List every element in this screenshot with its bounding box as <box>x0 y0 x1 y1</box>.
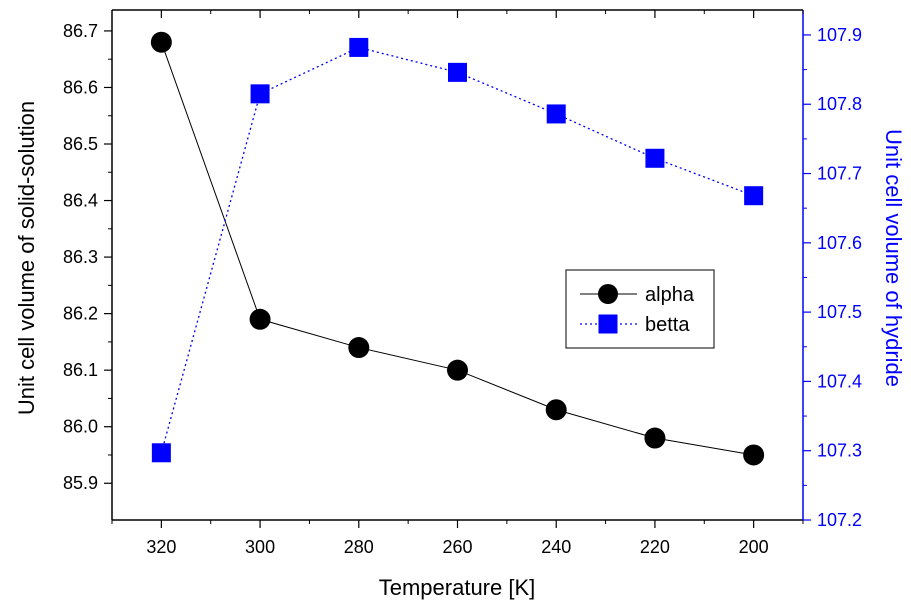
legend-marker-betta <box>598 314 618 334</box>
y-right-tick-label: 107.7 <box>817 164 862 184</box>
data-point-betta <box>744 186 764 206</box>
data-point-alpha <box>644 427 666 449</box>
data-point-alpha <box>545 399 567 421</box>
x-axis-title: Temperature [K] <box>379 575 536 600</box>
x-tick-label: 300 <box>245 537 275 557</box>
data-point-alpha <box>348 337 370 359</box>
y-left-tick-label: 86.6 <box>63 77 98 97</box>
axes: 320 300 280 260 240 220 200 85.9 86.0 86.1 86.2 86.… <box>63 9 862 557</box>
data-point-alpha <box>447 359 468 381</box>
y-right-tick-label: 107.5 <box>817 302 862 322</box>
data-point-alpha <box>150 31 172 53</box>
data-point-betta <box>448 62 467 82</box>
x-tick-label: 320 <box>146 537 176 557</box>
legend: alpha betta <box>565 269 715 349</box>
y-right-tick-label: 107.6 <box>817 233 862 253</box>
y-left-tick-label: 86.7 <box>63 21 98 41</box>
data-point-alpha <box>743 444 765 466</box>
x-tick-label: 280 <box>344 537 374 557</box>
data-point-betta <box>151 443 171 463</box>
x-tick-label: 240 <box>541 537 571 557</box>
data-point-alpha <box>249 308 271 330</box>
y-left-tick-label: 86.2 <box>63 304 98 324</box>
y-right-tick-label: 107.4 <box>817 371 862 391</box>
x-tick-label: 220 <box>640 537 670 557</box>
y-right-axis-title: Unit cell volume of hydride <box>881 129 906 387</box>
series-line-alpha <box>160 42 754 456</box>
y-right-tick-label: 107.8 <box>817 94 862 114</box>
series-line-betta <box>160 46 754 453</box>
y-left-tick-label: 86.1 <box>63 360 98 380</box>
legend-label-betta: betta <box>645 314 690 336</box>
legend-marker-alpha <box>598 284 618 304</box>
y-left-tick-label: 85.9 <box>63 473 98 493</box>
y-left-tick-label: 86.5 <box>63 134 98 154</box>
y-right-tick-label: 107.3 <box>817 441 862 461</box>
x-tick-label: 260 <box>442 537 472 557</box>
y-left-axis-title: Unit cell volume of solid-solution <box>14 101 39 415</box>
y-left-tick-label: 86.0 <box>63 417 98 437</box>
data-point-betta <box>250 84 270 104</box>
data-point-betta <box>349 37 369 57</box>
x-tick-label: 200 <box>739 537 769 557</box>
y-right-tick-label: 107.9 <box>817 25 862 45</box>
y-right-tick-label: 107.2 <box>817 510 862 530</box>
legend-label-alpha: alpha <box>645 284 695 306</box>
data-point-betta <box>546 104 566 124</box>
data-point-betta <box>645 148 665 168</box>
y-left-tick-label: 86.4 <box>63 191 98 211</box>
series-layer <box>150 31 765 466</box>
y-left-tick-label: 86.3 <box>63 247 98 267</box>
legend-box <box>565 269 715 349</box>
